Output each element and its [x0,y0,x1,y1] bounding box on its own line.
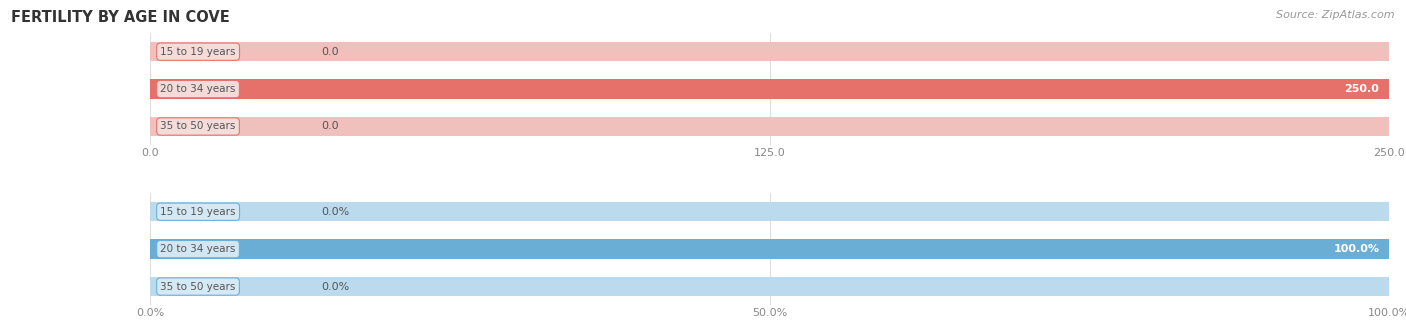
Text: 15 to 19 years: 15 to 19 years [160,207,236,217]
Bar [150,268,1389,305]
Bar [150,70,1389,108]
Text: 20 to 34 years: 20 to 34 years [160,244,236,254]
Text: 35 to 50 years: 35 to 50 years [160,121,236,131]
Bar [150,193,1389,230]
Text: FERTILITY BY AGE IN COVE: FERTILITY BY AGE IN COVE [11,10,231,25]
Bar [150,80,1389,99]
Bar [150,117,1389,136]
Bar [150,108,1389,145]
Bar [150,202,1389,221]
Bar [150,33,1389,70]
Text: 100.0%: 100.0% [1333,244,1379,254]
Bar [150,240,1389,259]
Text: 15 to 19 years: 15 to 19 years [160,47,236,57]
Bar [150,80,1389,99]
Text: 0.0: 0.0 [322,47,339,57]
Bar [150,277,1389,296]
Text: Source: ZipAtlas.com: Source: ZipAtlas.com [1277,10,1395,20]
Text: 0.0%: 0.0% [322,281,350,291]
Text: 20 to 34 years: 20 to 34 years [160,84,236,94]
Bar [150,240,1389,259]
Bar [150,230,1389,268]
Text: 250.0: 250.0 [1344,84,1379,94]
Text: 35 to 50 years: 35 to 50 years [160,281,236,291]
Bar [150,42,1389,61]
Text: 0.0: 0.0 [322,121,339,131]
Text: 0.0%: 0.0% [322,207,350,217]
